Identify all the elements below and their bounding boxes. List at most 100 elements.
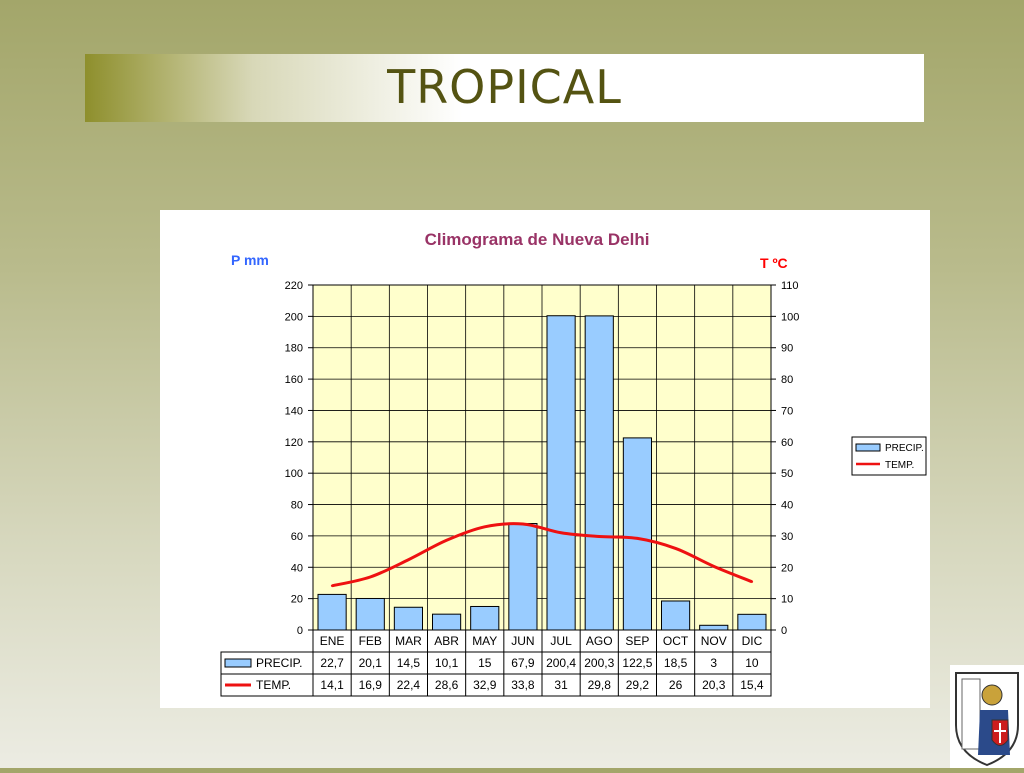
bar-precip-may xyxy=(470,605,500,631)
temp-value-jun: 33,8 xyxy=(511,678,535,692)
temp-point-ago xyxy=(598,535,601,538)
y2-tick-label: 70 xyxy=(781,405,793,417)
category-label-sep: SEP xyxy=(625,634,649,648)
y2-tick-label: 90 xyxy=(781,343,793,355)
precip-value-mar: 14,5 xyxy=(397,656,421,670)
y2-tick-label: 60 xyxy=(781,437,793,449)
y2-tick-label: 0 xyxy=(781,625,787,637)
bar-precip-abr xyxy=(432,613,462,631)
temp-value-ene: 14,1 xyxy=(320,678,344,692)
category-label-ene: ENE xyxy=(320,634,345,648)
bar-precip-nov xyxy=(699,624,729,631)
precip-value-sep: 122,5 xyxy=(622,656,652,670)
bar-precip-feb xyxy=(355,597,385,631)
climograph-panel: Climograma de Nueva Delhi P mm T ºC 220 1… xyxy=(160,210,930,708)
precip-value-oct: 18,5 xyxy=(664,656,688,670)
temp-point-sep xyxy=(636,537,639,540)
table-row-label-temp: TEMP. xyxy=(256,678,291,692)
precip-value-abr: 10,1 xyxy=(435,656,459,670)
category-label-mar: MAR xyxy=(395,634,422,648)
y-tick-label: 140 xyxy=(285,405,303,417)
temp-value-may: 32,9 xyxy=(473,678,497,692)
temp-point-abr xyxy=(445,539,448,542)
bar-precip-jun xyxy=(508,523,538,631)
y-tick-label: 40 xyxy=(291,562,303,574)
precip-value-ene: 22,7 xyxy=(320,656,344,670)
y2-tick-label: 100 xyxy=(781,311,799,323)
category-label-ago: AGO xyxy=(586,634,613,648)
y2-tick-label: 110 xyxy=(781,280,799,292)
precip-value-dic: 10 xyxy=(745,656,759,670)
bar-precip-sep xyxy=(622,437,653,631)
category-label-nov: NOV xyxy=(701,634,727,648)
temp-value-mar: 22,4 xyxy=(397,678,421,692)
precip-value-may: 15 xyxy=(478,656,492,670)
right-axis-unit-label: T ºC xyxy=(760,255,788,271)
temp-point-dic xyxy=(750,580,754,583)
bar-precip-ene xyxy=(317,593,347,631)
y-tick-label: 20 xyxy=(291,594,303,606)
y-tick-label: 180 xyxy=(285,343,303,355)
y-tick-label: 120 xyxy=(285,437,303,449)
bar-precip-ago xyxy=(584,315,614,631)
bar-precip-dic xyxy=(737,613,767,631)
legend-label-precip: PRECIP. xyxy=(885,443,924,454)
table-key-precip xyxy=(224,658,252,668)
category-label-jul: JUL xyxy=(550,634,572,648)
crest-icon xyxy=(955,672,1019,767)
category-label-feb: FEB xyxy=(359,634,382,648)
temp-value-ago: 29,8 xyxy=(588,678,612,692)
left-axis-unit-label: P mm xyxy=(231,252,269,268)
y2-tick-label: 80 xyxy=(781,374,793,386)
y2-tick-label: 20 xyxy=(781,562,793,574)
temp-point-may xyxy=(483,525,486,529)
bar-precip-mar xyxy=(393,606,423,631)
y2-tick-label: 50 xyxy=(781,468,793,480)
y-tick-label: 200 xyxy=(285,311,303,323)
table-row-label-precip: PRECIP. xyxy=(256,656,302,670)
y2-tick-label: 10 xyxy=(781,594,793,606)
climograph-chart: Climograma de Nueva Delhi P mm T ºC 220 1… xyxy=(220,230,927,697)
precip-value-ago: 200,3 xyxy=(584,656,614,670)
y-tick-label: 0 xyxy=(297,625,303,637)
temp-point-mar xyxy=(407,558,410,561)
legend-swatch-precip xyxy=(855,443,881,452)
temp-value-nov: 20,3 xyxy=(702,678,726,692)
temp-point-jul xyxy=(559,531,563,534)
category-label-may: MAY xyxy=(472,634,497,648)
precip-value-jun: 67,9 xyxy=(511,656,535,670)
category-label-dic: DIC xyxy=(742,634,763,648)
y2-tick-label: 30 xyxy=(781,531,793,543)
slide-title: TROPICAL xyxy=(387,60,622,114)
y2-tick-label: 40 xyxy=(781,500,793,512)
y-tick-label: 220 xyxy=(285,280,303,292)
precip-value-jul: 200,4 xyxy=(546,656,576,670)
temp-line xyxy=(331,522,753,588)
bar-precip-oct xyxy=(661,600,691,631)
chart-title: Climograma de Nueva Delhi xyxy=(425,230,650,249)
y-tick-label: 100 xyxy=(285,468,303,480)
category-label-jun: JUN xyxy=(511,634,534,648)
category-label-abr: ABR xyxy=(434,634,459,648)
bar-precip-jul xyxy=(546,315,576,631)
temp-value-abr: 28,6 xyxy=(435,678,459,692)
y-tick-label: 60 xyxy=(291,531,303,543)
temp-value-dic: 15,4 xyxy=(740,678,764,692)
temp-point-feb xyxy=(369,575,372,579)
legend-label-temp: TEMP. xyxy=(885,460,914,471)
temp-point-oct xyxy=(674,547,677,550)
precip-value-feb: 20,1 xyxy=(359,656,383,670)
category-label-oct: OCT xyxy=(663,634,689,648)
temp-point-jun xyxy=(521,522,525,526)
slide-title-bar: TROPICAL xyxy=(85,54,924,122)
legend-box xyxy=(851,436,927,476)
temp-value-oct: 26 xyxy=(669,678,683,692)
temp-value-feb: 16,9 xyxy=(359,678,383,692)
temp-point-nov xyxy=(712,565,715,568)
temp-point-ene xyxy=(330,584,334,587)
temp-value-sep: 29,2 xyxy=(626,678,650,692)
y-tick-label: 160 xyxy=(285,374,303,386)
precip-value-nov: 3 xyxy=(710,656,717,670)
y-tick-label: 80 xyxy=(291,500,303,512)
temp-value-jul: 31 xyxy=(554,678,568,692)
